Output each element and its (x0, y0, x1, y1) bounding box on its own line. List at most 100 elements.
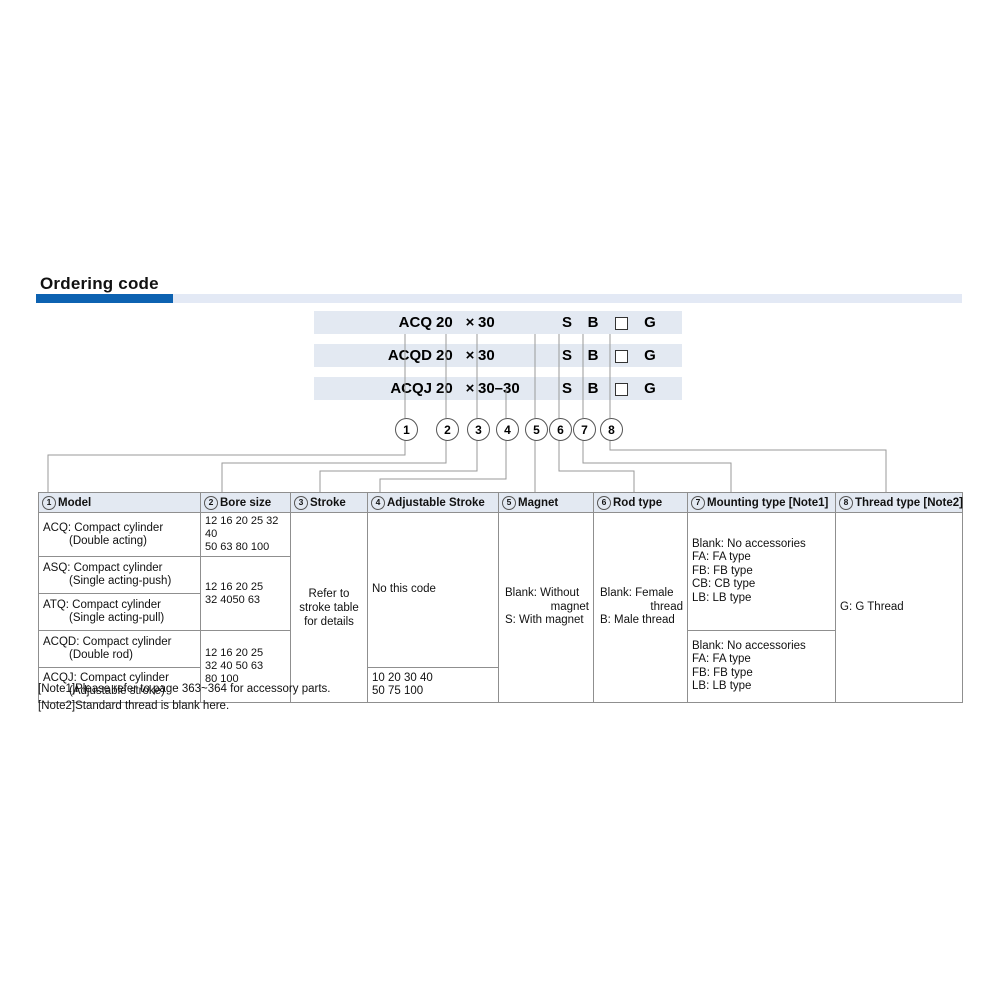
code-model-2: ACQD (387, 347, 432, 364)
header-num-8: 8 (839, 495, 853, 510)
code-band-1 (314, 311, 682, 334)
col-header-stroke: 3 Stroke (290, 492, 368, 513)
header-num-4: 4 (371, 495, 385, 510)
callout-circle-5: 5 (525, 418, 548, 441)
stroke-line2: stroke table (299, 601, 359, 614)
page-title: Ordering code (40, 274, 159, 293)
empty-box-icon (614, 349, 628, 363)
mounting-bottom-2: FB: FB type (692, 666, 753, 679)
mounting-top-0: Blank: No accessories (692, 537, 806, 550)
notes-block: [Note1]Please refer to page 363~364 for … (38, 681, 330, 715)
col-header-mounting-type: 7 Mounting type [Note1] (687, 492, 836, 513)
mounting-top-2: FB: FB type (692, 564, 753, 577)
header-num-5: 5 (502, 495, 516, 510)
callout-circle-6: 6 (549, 418, 572, 441)
code-multiply-icon-1: × (465, 314, 475, 331)
model-acqj: ACQJ: Compact cylinder (Adjustable strok… (38, 667, 201, 703)
model-acqd-sub: (Double rod) (69, 649, 133, 661)
col-header-model-label: Model (58, 496, 92, 509)
table-header-row: 1 Model 2 Bore size 3 Stroke 4 Adjustable St… (38, 492, 963, 513)
magnet-cell: Blank: Without magnet S: With magnet (498, 512, 594, 703)
ordering-code-row-2: ACQD 20 × 30 S B G (314, 344, 664, 367)
adjustable-stroke-values: 10 20 30 40 50 75 100 (367, 667, 499, 703)
rod-type-line2: thread (650, 600, 683, 613)
section-rule (36, 294, 962, 303)
code-model-3: ACQJ (390, 380, 432, 397)
magnet-line1: Blank: Without (505, 587, 580, 600)
model-acq: ACQ: Compact cylinder (Double acting) (38, 512, 201, 557)
code-multiply-icon-2: × (465, 347, 475, 364)
col-header-bore-size: 2 Bore size (200, 492, 291, 513)
model-acq-sub: (Double acting) (69, 534, 147, 547)
ordering-code-table: 1 Model 2 Bore size 3 Stroke 4 Adjustable St… (38, 492, 963, 703)
model-asq-sub: (Single acting-push) (69, 575, 172, 587)
model-acqj-code: ACQJ: Compact cylinder (43, 672, 169, 684)
col-header-stroke-label: Stroke (310, 496, 346, 509)
code-bore-1: 20 (436, 314, 453, 331)
empty-box-icon (614, 382, 628, 396)
callout-circle-4: 4 (496, 418, 519, 441)
code-multiply-icon-3: × (465, 380, 475, 397)
bore-group-2: 12 16 20 25 32 4050 63 (200, 556, 291, 631)
mounting-top-4: LB: LB type (692, 591, 752, 604)
code-mounting-placeholder-2 (606, 347, 636, 364)
bore-group-2-line1: 12 16 20 25 (205, 580, 264, 593)
callout-circle-2: 2 (436, 418, 459, 441)
rod-type-cell: Blank: Female thread B: Male thread (593, 512, 688, 703)
col-header-thread-type-label: Thread type [Note2] (855, 496, 963, 509)
bore-group-3-line2: 32 40 50 63 (205, 660, 264, 672)
mounting-bottom-3: LB: LB type (692, 680, 752, 692)
table-row: ACQ: Compact cylinder (Double acting) 12… (38, 512, 963, 703)
code-magnet-1: S (561, 314, 572, 331)
code-rod-3: B (587, 380, 599, 397)
col-header-thread-type: 8 Thread type [Note2] (835, 492, 963, 513)
bore-group-1-line2: 50 63 80 100 (205, 541, 270, 553)
col-header-adjustable-stroke: 4 Adjustable Stroke (367, 492, 499, 513)
code-thread-2: G (644, 347, 656, 364)
ordering-code-row-3: ACQJ 20 × 30–30 S B G (314, 377, 664, 400)
model-atq-sub: (Single acting-pull) (69, 612, 165, 624)
col-header-adjustable-stroke-label: Adjustable Stroke (387, 496, 485, 509)
mounting-type-top: Blank: No accessories FA: FA type FB: FB… (687, 512, 836, 631)
code-bore-2: 20 (436, 347, 453, 364)
adjustable-stroke-line2: 50 75 100 (372, 685, 424, 697)
adjustable-stroke-line1: 10 20 30 40 (372, 671, 433, 684)
mounting-bottom-0: Blank: No accessories (692, 639, 806, 652)
code-stroke-2: 30 (478, 347, 495, 364)
code-mounting-placeholder-1 (606, 314, 636, 331)
rod-type-line3: B: Male thread (600, 614, 675, 627)
bore-group-3-line3: 80 100 (205, 673, 239, 685)
col-header-magnet: 5 Magnet (498, 492, 594, 513)
table-row: ACQD: Compact cylinder (Double rod) 12 1… (38, 630, 963, 703)
col-header-rod-type: 6 Rod type (593, 492, 688, 513)
model-asq-code: ASQ: Compact cylinder (43, 562, 163, 574)
col-header-magnet-label: Magnet (518, 496, 559, 509)
model-asq: ASQ: Compact cylinder (Single acting-pus… (38, 556, 201, 594)
callout-circle-7: 7 (573, 418, 596, 441)
code-band-2 (314, 344, 682, 367)
model-atq-code: ATQ: Compact cylinder (43, 599, 162, 611)
bore-group-3-line1: 12 16 20 25 (205, 647, 264, 659)
model-acqd-code: ACQD: Compact cylinder (43, 636, 172, 648)
mounting-top-1: FA: FA type (692, 551, 751, 564)
header-num-7: 7 (691, 495, 705, 510)
code-mounting-placeholder-3 (606, 380, 636, 397)
magnet-line3: S: With magnet (505, 614, 584, 627)
table-row: ACQJ: Compact cylinder (Adjustable strok… (38, 667, 963, 703)
empty-box-icon (614, 316, 628, 330)
code-rod-2: B (587, 347, 599, 364)
code-stroke-3: 30–30 (478, 380, 520, 397)
code-thread-3: G (644, 380, 656, 397)
adjustable-stroke-none: No this code (367, 512, 499, 668)
col-header-rod-type-label: Rod type (613, 496, 663, 509)
rod-type-line1: Blank: Female (600, 587, 674, 600)
note-2: [Note2]Standard thread is blank here. (38, 700, 230, 712)
code-thread-1: G (644, 314, 656, 331)
note-1: [Note1]Please refer to page 363~364 for … (38, 683, 331, 695)
mounting-type-bottom: Blank: No accessories FA: FA type FB: FB… (687, 630, 836, 703)
header-num-3: 3 (294, 495, 308, 510)
table-row: ATQ: Compact cylinder (Single acting-pul… (38, 593, 963, 631)
callout-circle-1: 1 (395, 418, 418, 441)
stroke-line3: for details (304, 615, 354, 628)
bore-group-2-line2: 32 4050 63 (205, 593, 261, 606)
